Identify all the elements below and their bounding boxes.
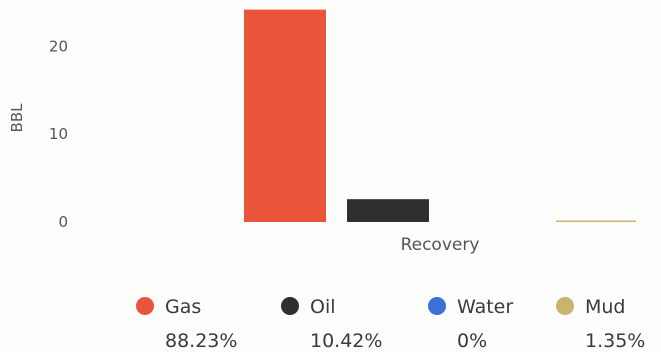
bar-gas [244, 9, 326, 222]
y-ticks: 0 10 20 [49, 37, 68, 231]
legend-label: Oil [310, 296, 336, 318]
y-tick-label: 10 [49, 125, 68, 143]
legend-percent: 88.23% [165, 330, 237, 352]
legend-label: Mud [585, 296, 626, 318]
y-tick-label: 0 [58, 213, 68, 231]
legend-marker [556, 297, 574, 315]
legend-item-gas: Gas 88.23% [136, 296, 237, 352]
y-axis-label: BBL [8, 103, 26, 133]
y-axis: BBL [8, 103, 26, 133]
legend: Gas 88.23% Oil 10.42% Water 0% Mud 1.35% [136, 296, 645, 352]
legend-label: Gas [165, 296, 201, 318]
bar-oil [347, 199, 429, 222]
legend-item-water: Water 0% [428, 296, 513, 352]
legend-percent: 0% [457, 330, 487, 352]
legend-label: Water [457, 296, 513, 318]
legend-percent: 10.42% [310, 330, 382, 352]
legend-item-oil: Oil 10.42% [281, 296, 382, 352]
legend-marker [136, 297, 154, 315]
bars [244, 9, 636, 222]
y-tick-label: 20 [49, 37, 68, 55]
legend-marker [281, 297, 299, 315]
category-label: Recovery [401, 235, 480, 255]
bar-mud [556, 220, 636, 222]
legend-percent: 1.35% [585, 330, 645, 352]
legend-item-mud: Mud 1.35% [556, 296, 645, 352]
legend-marker [428, 297, 446, 315]
